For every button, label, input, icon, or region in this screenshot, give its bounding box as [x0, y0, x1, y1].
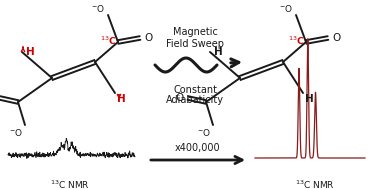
Text: H: H: [305, 94, 314, 104]
Text: $^{-}$O: $^{-}$O: [9, 127, 23, 138]
Text: $^{13}$C NMR: $^{13}$C NMR: [50, 179, 90, 189]
Text: O: O: [144, 33, 152, 43]
Text: $^{13}$C NMR: $^{13}$C NMR: [295, 179, 335, 189]
Text: O: O: [176, 93, 184, 103]
Text: H: H: [117, 94, 126, 104]
Text: $^{13}$C: $^{13}$C: [288, 35, 304, 47]
Text: $^{-}$O: $^{-}$O: [197, 127, 211, 138]
Text: Constant: Constant: [173, 85, 217, 95]
Text: $^{-}$O: $^{-}$O: [279, 3, 293, 14]
Text: O: O: [332, 33, 340, 43]
Text: x400,000: x400,000: [175, 143, 221, 153]
Text: Magnetic: Magnetic: [173, 27, 217, 37]
Text: $^{13}$C: $^{13}$C: [99, 35, 116, 47]
Text: H: H: [214, 47, 223, 57]
Text: H: H: [26, 47, 35, 57]
Text: $^{-}$O: $^{-}$O: [91, 3, 105, 14]
Text: Adiabaticity: Adiabaticity: [166, 95, 224, 105]
Text: Field Sweep: Field Sweep: [166, 39, 224, 49]
